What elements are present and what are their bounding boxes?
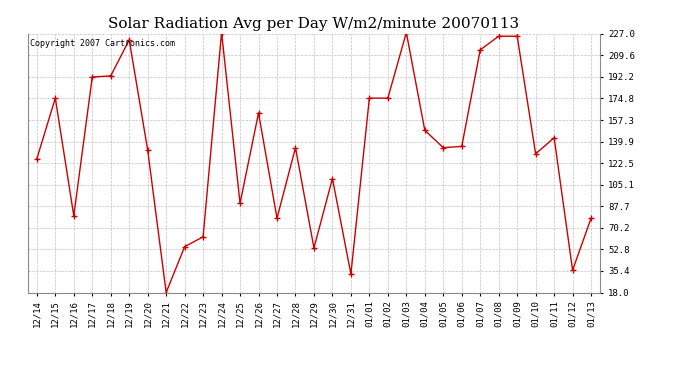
- Title: Solar Radiation Avg per Day W/m2/minute 20070113: Solar Radiation Avg per Day W/m2/minute …: [108, 17, 520, 31]
- Text: Copyright 2007 Cartronics.com: Copyright 2007 Cartronics.com: [30, 39, 175, 48]
